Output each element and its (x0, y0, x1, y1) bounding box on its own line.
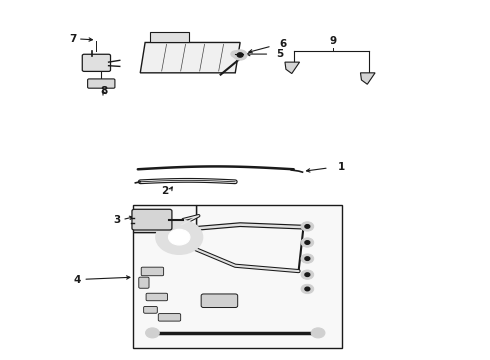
FancyBboxPatch shape (88, 79, 115, 88)
FancyBboxPatch shape (201, 294, 238, 307)
Text: 4: 4 (74, 275, 81, 285)
Circle shape (305, 241, 310, 244)
Text: 8: 8 (100, 86, 107, 95)
Circle shape (301, 238, 314, 247)
Polygon shape (285, 62, 299, 73)
Polygon shape (133, 205, 196, 232)
Circle shape (301, 254, 314, 263)
Circle shape (305, 287, 310, 291)
Circle shape (311, 328, 325, 338)
Circle shape (237, 53, 243, 57)
FancyBboxPatch shape (141, 267, 164, 276)
Text: 6: 6 (279, 39, 286, 49)
Circle shape (156, 220, 202, 254)
FancyBboxPatch shape (132, 209, 172, 230)
FancyBboxPatch shape (82, 54, 111, 71)
Text: 9: 9 (329, 36, 336, 46)
FancyBboxPatch shape (146, 293, 168, 301)
Circle shape (301, 270, 314, 279)
FancyBboxPatch shape (144, 306, 157, 313)
Circle shape (233, 50, 247, 60)
Text: 5: 5 (277, 49, 284, 59)
Circle shape (305, 273, 310, 276)
Circle shape (169, 229, 190, 245)
FancyBboxPatch shape (139, 277, 149, 288)
Polygon shape (140, 42, 240, 73)
Circle shape (301, 284, 314, 294)
Polygon shape (361, 73, 375, 84)
Polygon shape (150, 32, 189, 42)
FancyBboxPatch shape (158, 314, 181, 321)
Polygon shape (133, 205, 343, 348)
Circle shape (305, 225, 310, 228)
Text: 2: 2 (161, 186, 168, 196)
Text: 3: 3 (114, 215, 121, 225)
Circle shape (305, 257, 310, 260)
Circle shape (301, 222, 314, 231)
Circle shape (231, 51, 240, 57)
Text: 7: 7 (70, 34, 77, 44)
Text: 1: 1 (338, 162, 345, 172)
Circle shape (146, 328, 159, 338)
